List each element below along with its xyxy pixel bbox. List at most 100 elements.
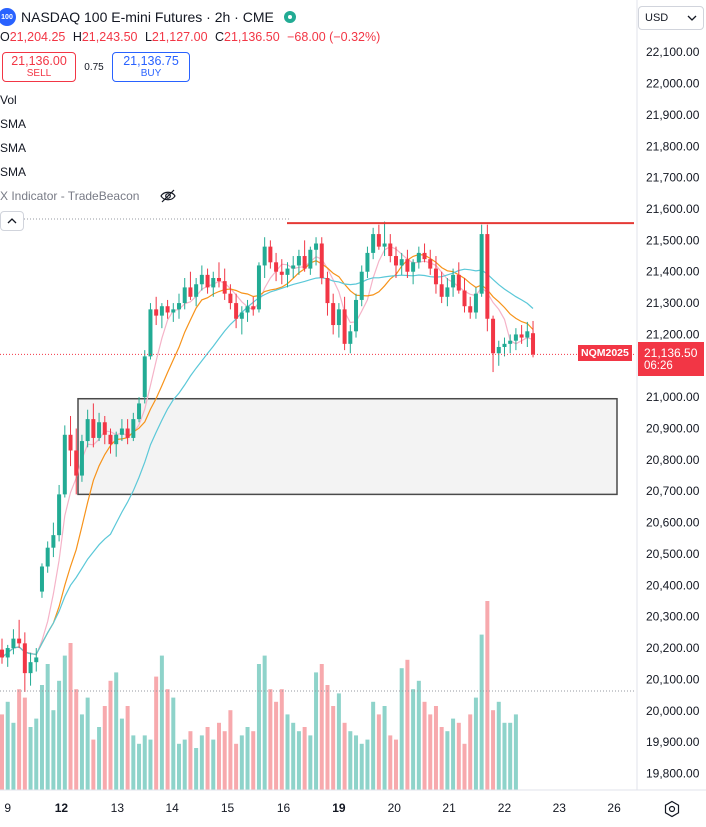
volume-bar (234, 743, 239, 790)
volume-bar (0, 714, 4, 790)
candle-body (85, 419, 90, 442)
candle-body (148, 309, 153, 357)
chevron-up-icon (7, 218, 17, 224)
volume-bar (119, 718, 124, 790)
price-tick-label: 19,900.00 (646, 735, 700, 749)
symbol-title[interactable]: NASDAQ 100 E-mini Futures · 2h · CME (21, 9, 274, 25)
candle-body (114, 434, 119, 445)
candle-body (74, 450, 79, 476)
candle-body (234, 303, 239, 319)
candle-body (531, 333, 536, 355)
volume-bar (382, 706, 387, 790)
volume-bar (85, 697, 90, 790)
indicator-sma-1[interactable]: SMA (0, 117, 27, 131)
candle-body (91, 419, 96, 438)
volume-bar (159, 655, 164, 790)
indicator-sma-3[interactable]: SMA (0, 165, 27, 179)
volume-bar (416, 680, 421, 790)
volume-bar (405, 659, 410, 790)
volume-bar (456, 722, 461, 790)
volume-bar (479, 634, 484, 790)
indicator-sma-2[interactable]: SMA (0, 141, 27, 155)
candle-body (439, 284, 444, 297)
volume-bar (462, 743, 467, 790)
candle-body (251, 306, 256, 310)
candle-body (205, 274, 210, 288)
candle-body (393, 256, 398, 266)
buy-button[interactable]: 21,136.75 BUY (112, 52, 190, 82)
candle-body (365, 252, 370, 272)
volume-bar (285, 714, 290, 790)
indicator-custom[interactable]: X Indicator - TradeBeacon (0, 189, 140, 203)
volume-bar (62, 655, 67, 790)
candle-body (177, 303, 182, 310)
volume-bar (114, 672, 119, 790)
price-tick-label: 22,100.00 (646, 45, 700, 59)
candle-body (411, 262, 416, 272)
volume-bar (91, 739, 96, 790)
low-label: L (144, 30, 152, 44)
volume-bar (496, 701, 501, 790)
volume-bar (5, 701, 10, 790)
spread-value: 0.75 (84, 61, 104, 73)
candle-body (22, 643, 27, 674)
chevron-down-icon (687, 15, 697, 21)
volume-bar (331, 706, 336, 790)
volume-bar (342, 722, 347, 790)
symbol-logo[interactable]: 100 (0, 8, 16, 26)
sell-button[interactable]: 21,136.00 SELL (2, 52, 76, 82)
time-tick-label: 9 (4, 801, 11, 815)
time-axis: 9 12 13 14 15 16 19 20 21 22 23 26 (0, 789, 706, 815)
volume-bar (491, 710, 496, 790)
volume-bar (131, 735, 136, 790)
price-tick-label: 20,400.00 (646, 578, 700, 592)
candle-body (359, 271, 364, 300)
candle-body (188, 287, 193, 297)
close-value: 21,136.50 (224, 30, 280, 44)
volume-bar (439, 727, 444, 790)
eye-off-icon[interactable] (160, 188, 176, 204)
level-layer (0, 218, 636, 692)
volume-bar (199, 735, 204, 790)
candle-body (39, 566, 44, 592)
volume-bar (171, 697, 176, 790)
candle-body (336, 309, 341, 326)
volume-bar (336, 693, 341, 790)
chart-header: 100 NASDAQ 100 E-mini Futures · 2h · CME (0, 6, 296, 28)
volume-bar (222, 731, 227, 790)
time-tick-label: 23 (553, 801, 567, 815)
candle-body (348, 331, 353, 344)
candle-body (102, 422, 107, 435)
price-tick-label: 21,000.00 (646, 390, 700, 404)
candle-body (485, 234, 490, 319)
chart-settings-icon[interactable] (663, 800, 681, 818)
volume-bar (302, 727, 307, 790)
volume-bar (348, 731, 353, 790)
volume-bar (428, 714, 433, 790)
volume-bar (79, 714, 84, 790)
volume-bar (319, 664, 324, 790)
candle-body (256, 265, 261, 310)
time-tick-label: 14 (165, 801, 179, 815)
candle-body (462, 290, 467, 307)
candle-body (17, 638, 22, 644)
indicator-vol[interactable]: Vol (0, 93, 17, 107)
collapse-legend-button[interactable] (0, 211, 24, 231)
close-label: C (215, 30, 225, 44)
market-status-icon[interactable] (283, 11, 296, 23)
volume-bar (422, 701, 427, 790)
volume-bar (17, 689, 22, 790)
volume-bar (473, 697, 478, 790)
candle-body (171, 309, 176, 313)
candle-body (451, 274, 456, 288)
volume-bar (177, 743, 182, 790)
candle-body (182, 287, 187, 304)
volume-bar (194, 748, 199, 790)
candle-body (28, 662, 33, 674)
candle-body (125, 428, 130, 438)
volume-bar (102, 706, 107, 790)
price-tick-label: 20,100.00 (646, 672, 700, 686)
candle-body (496, 346, 501, 354)
currency-select[interactable]: USD (638, 6, 704, 30)
